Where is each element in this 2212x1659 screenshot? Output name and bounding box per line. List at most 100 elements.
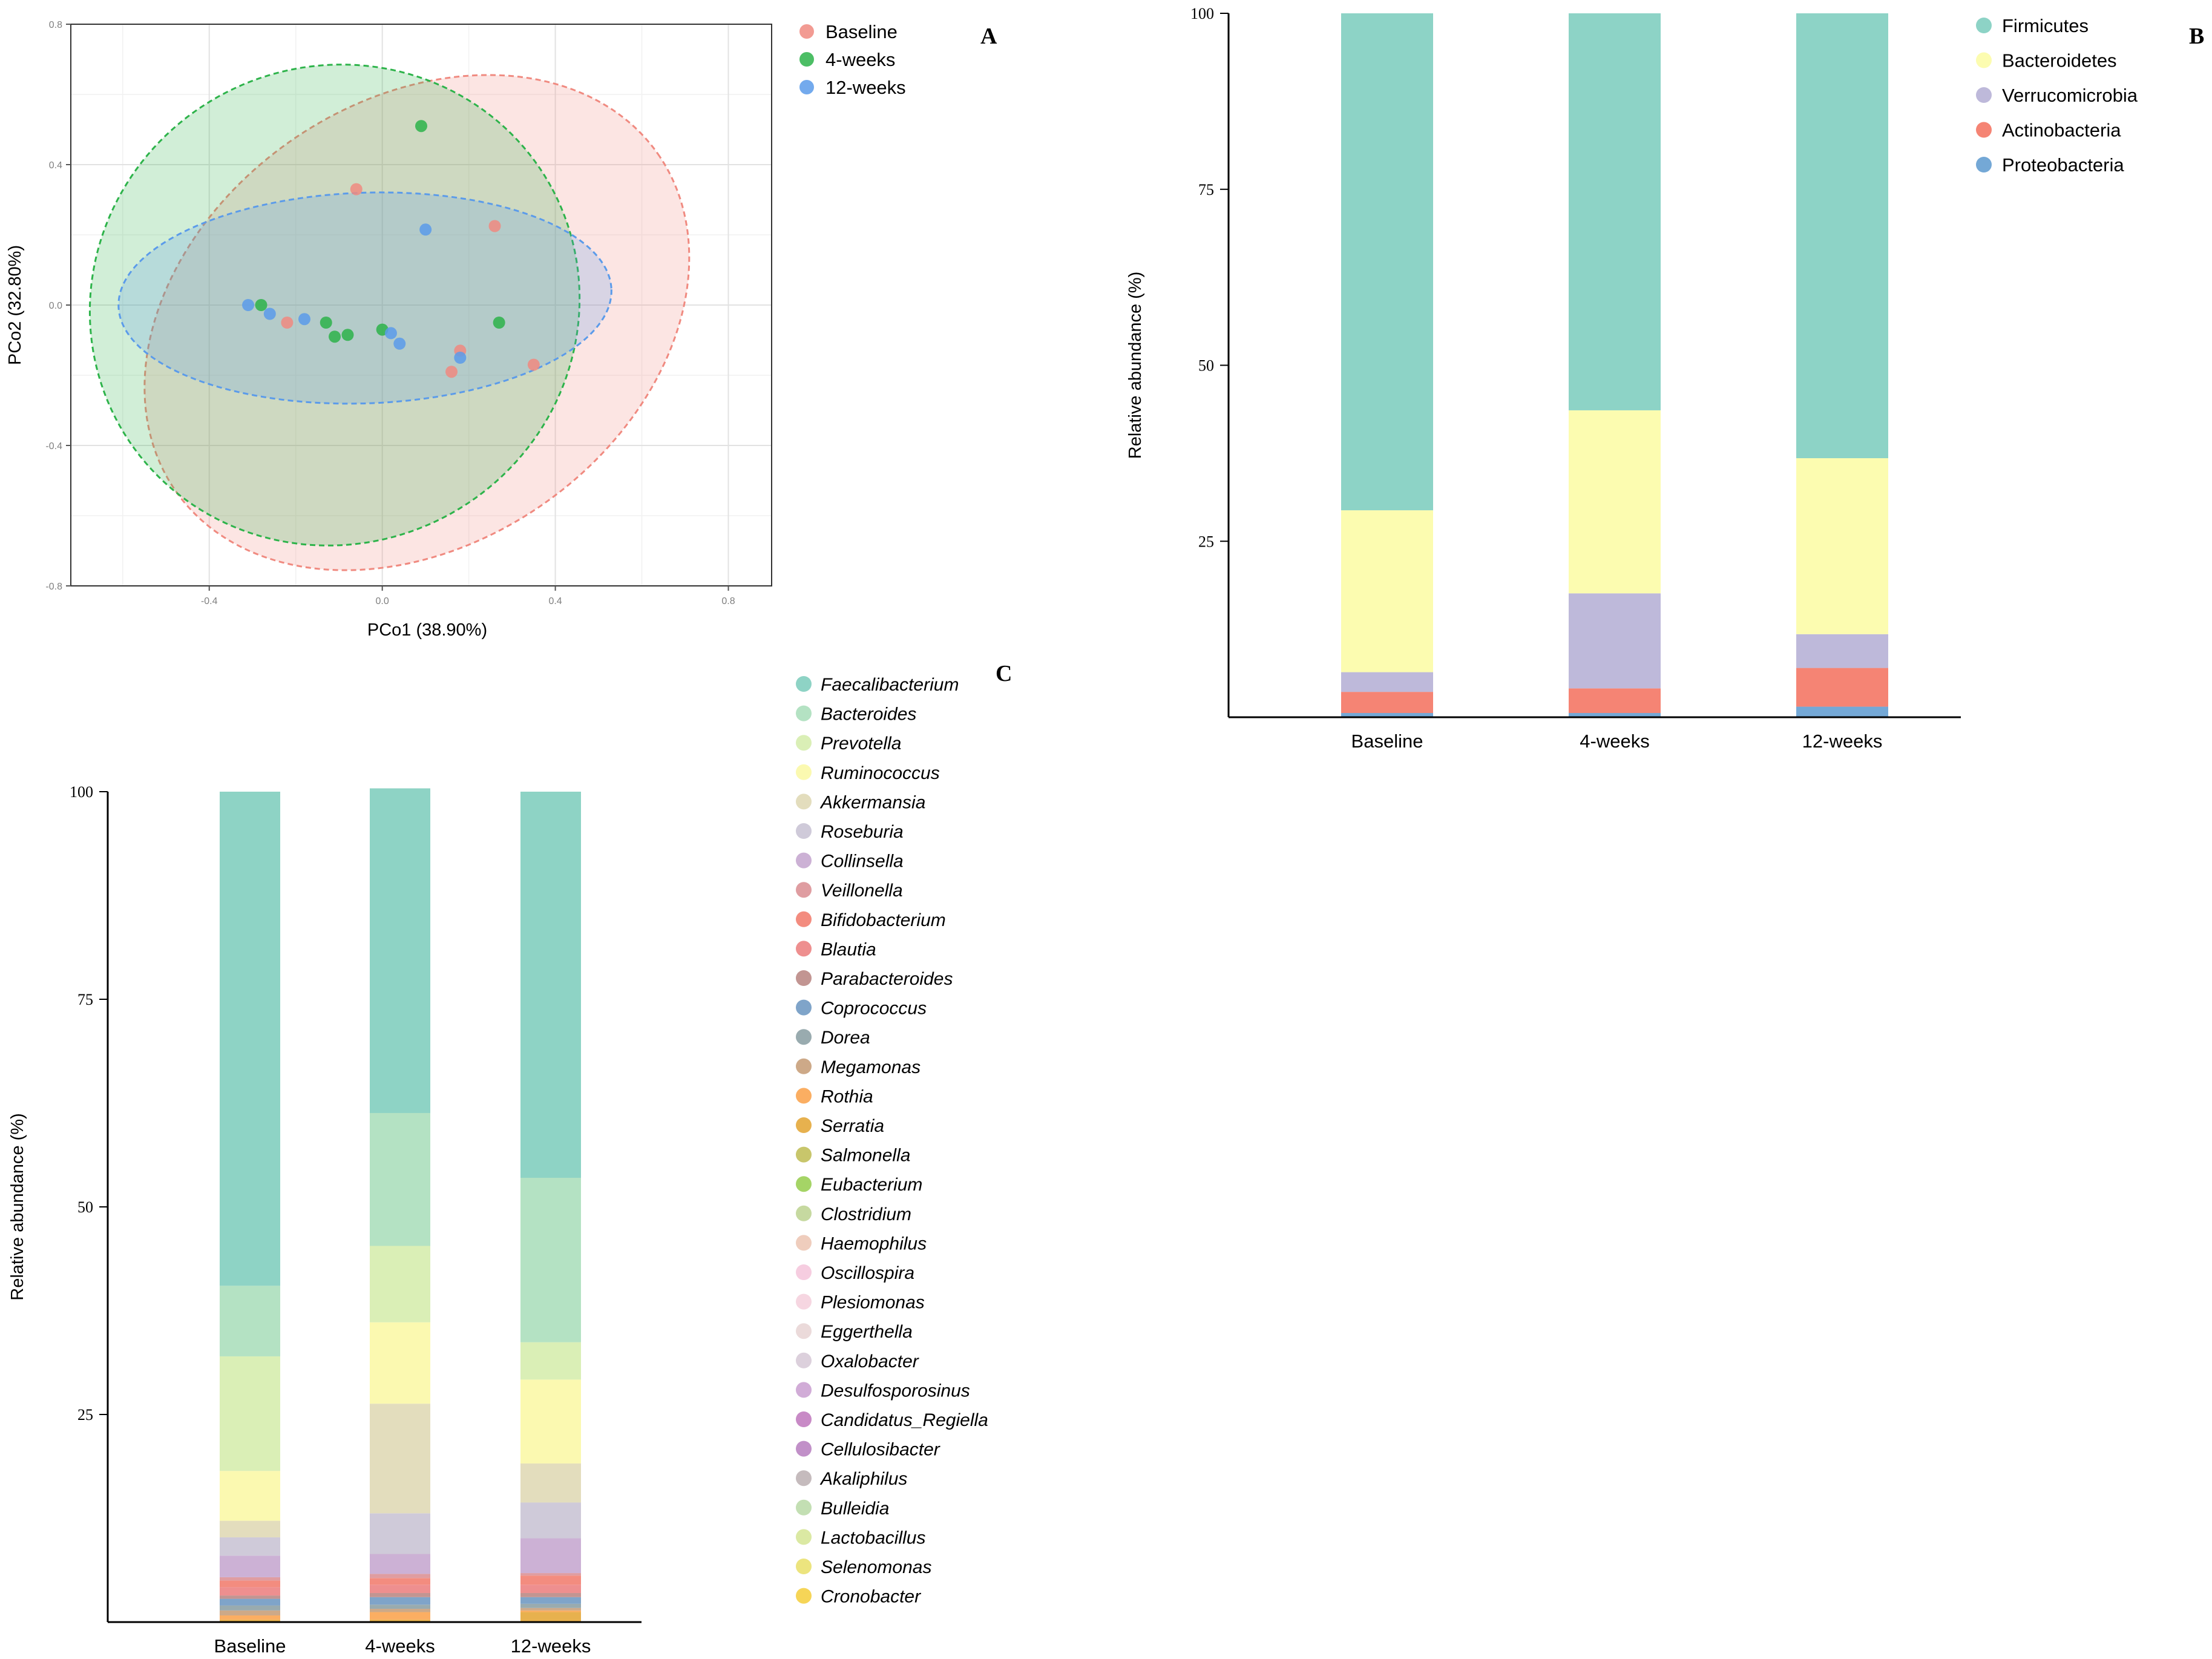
bar-segment-proteobacteria xyxy=(1341,713,1433,717)
bar-segment-ruminococcus xyxy=(220,1471,280,1521)
point-baseline xyxy=(445,366,458,378)
legend-label-baseline: Baseline xyxy=(825,21,898,42)
bar-segment-bacteroidetes xyxy=(1796,458,1888,634)
legend-label-eubacterium: Eubacterium xyxy=(821,1175,922,1195)
legend-marker-akaliphilus xyxy=(796,1470,812,1487)
legend-marker-oxalobacter xyxy=(796,1352,812,1368)
bar-segment-bacteroidetes xyxy=(1569,410,1661,594)
bar-segment-bacteroides xyxy=(370,1112,430,1246)
legend-marker-bacteroides xyxy=(796,705,812,721)
bar-segment-verrucomicrobia xyxy=(1341,672,1433,692)
panel-b-phylum-bar-chart: 25 50 75 100 Baseline 4-weeks 12-weeks Relative… xyxy=(1126,5,2138,752)
legend: Firmicutes Bacteroidetes Verrucomicrobia Ac… xyxy=(1976,15,2138,176)
bar-segment-prevotella xyxy=(520,1342,581,1380)
legend-label-parabacteroides: Parabacteroides xyxy=(821,969,953,989)
legend-label-selenomonas: Selenomonas xyxy=(821,1557,931,1577)
legend-marker-12-weeks xyxy=(799,80,814,94)
bar-segment-dorea xyxy=(370,1605,430,1609)
legend-label-12-weeks: 12-weeks xyxy=(825,77,906,98)
legend-label-desulfosporosinus: Desulfosporosinus xyxy=(821,1381,970,1401)
bar-segment-bifidobacterium xyxy=(370,1578,430,1585)
legend-marker-firmicutes xyxy=(1976,18,1992,33)
panel-a-pcoa-plot: -0.4 0.0 0.4 0.8 0.8 0.4 0.0 -0.4 -0.8 PCo1 (38.9… xyxy=(5,20,906,640)
point-4-weeks xyxy=(329,330,341,343)
point-baseline xyxy=(488,220,501,232)
bar-segment-collinsella xyxy=(220,1556,280,1577)
y-tick-label: 0.8 xyxy=(49,20,62,30)
x-axis-label: PCo1 (38.90%) xyxy=(367,620,487,640)
legend-label-bacteroides: Bacteroides xyxy=(821,705,916,724)
legend-label-bacteroidetes: Bacteroidetes xyxy=(2002,50,2117,71)
legend-marker-verrucomicrobia xyxy=(1976,87,1992,103)
legend-label-collinsella: Collinsella xyxy=(821,852,904,872)
legend-marker-salmonella xyxy=(796,1146,812,1163)
legend-marker-proteobacteria xyxy=(1976,157,1992,172)
point-4-weeks xyxy=(255,299,267,311)
bar-segment-firmicutes xyxy=(1569,13,1661,410)
legend-marker-candidatus-regiella xyxy=(796,1411,812,1427)
bar-segment-roseburia xyxy=(220,1537,280,1556)
bar-segment-coprococcus xyxy=(370,1597,430,1605)
legend-label-4-weeks: 4-weeks xyxy=(825,49,895,70)
legend-label-rothia: Rothia xyxy=(821,1086,873,1106)
bar-segment-megamonas xyxy=(520,1608,581,1611)
bar-segment-dorea xyxy=(520,1603,581,1608)
y-tick-label: 100 xyxy=(1190,5,1214,22)
bar-segment-megamonas xyxy=(220,1610,280,1616)
legend-label-clostridium: Clostridium xyxy=(821,1204,911,1224)
legend-marker-oscillospira xyxy=(796,1264,812,1280)
legend-marker-dorea xyxy=(796,1029,812,1045)
legend-label-prevotella: Prevotella xyxy=(821,734,901,754)
bar-segment-collinsella xyxy=(370,1554,430,1574)
bar-segment-actinobacteria xyxy=(1569,688,1661,714)
y-tick-label: -0.8 xyxy=(45,582,62,592)
legend-marker-lactobacillus xyxy=(796,1529,812,1545)
y-tick-label: 0.4 xyxy=(49,160,62,171)
category-label-12-weeks: 12-weeks xyxy=(1802,731,1883,752)
legend-label-oscillospira: Oscillospira xyxy=(821,1263,914,1283)
legend-label-ruminococcus: Ruminococcus xyxy=(821,763,940,783)
bar-segment-parabacteroides xyxy=(370,1592,430,1597)
y-tick-label: 75 xyxy=(1198,181,1214,199)
bar-segment-blautia xyxy=(370,1585,430,1593)
stacked-bars xyxy=(220,788,581,1622)
bar-segment-serratia xyxy=(220,1619,280,1622)
bar-segment-actinobacteria xyxy=(1796,668,1888,707)
legend-label-oxalobacter: Oxalobacter xyxy=(821,1352,919,1372)
legend-marker-plesiomonas xyxy=(796,1293,812,1310)
legend-marker-cellulosibacter xyxy=(796,1441,812,1457)
confidence-ellipse-4-weeks xyxy=(88,64,581,547)
point-4-weeks xyxy=(415,120,427,133)
y-tick-label: 25 xyxy=(1198,533,1214,550)
category-label-4-weeks: 4-weeks xyxy=(365,1635,435,1657)
point-4-weeks xyxy=(341,329,354,341)
y-tick-label: 50 xyxy=(77,1198,93,1216)
legend-label-serratia: Serratia xyxy=(821,1116,884,1136)
bar-segment-firmicutes xyxy=(1341,13,1433,511)
legend-label-dorea: Dorea xyxy=(821,1028,870,1048)
point-12-weeks xyxy=(298,313,310,326)
x-tick-label: 0.4 xyxy=(548,596,562,606)
bar-segment-coprococcus xyxy=(220,1598,280,1606)
bar-segment-firmicutes xyxy=(1796,13,1888,459)
legend-marker-parabacteroides xyxy=(796,970,812,986)
point-baseline xyxy=(350,183,363,195)
legend-label-salmonella: Salmonella xyxy=(821,1146,910,1166)
pcoa-legend: Baseline 4-weeks 12-weeks xyxy=(799,21,906,98)
point-baseline xyxy=(527,358,540,371)
legend-marker-veillonella xyxy=(796,882,812,898)
bar-segment-faecalibacterium xyxy=(520,792,581,1178)
legend-marker-desulfosporosinus xyxy=(796,1382,812,1398)
bar-segment-bacteroidetes xyxy=(1341,510,1433,672)
legend-marker-bacteroidetes xyxy=(1976,52,1992,68)
bar-segment-blautia xyxy=(220,1587,280,1596)
legend-label-bifidobacterium: Bifidobacterium xyxy=(821,910,946,930)
bar-segment-verrucomicrobia xyxy=(1796,634,1888,668)
category-label-4-weeks: 4-weeks xyxy=(1580,731,1649,752)
point-12-weeks xyxy=(393,337,406,350)
panel-c-genus-bar-chart: 25 50 75 100 Baseline 4-weeks 12-weeks Relative… xyxy=(8,675,988,1657)
legend-label-roseburia: Roseburia xyxy=(821,822,904,842)
panel-label-b: B xyxy=(2189,24,2204,49)
bar-segment-rothia xyxy=(520,1610,581,1612)
